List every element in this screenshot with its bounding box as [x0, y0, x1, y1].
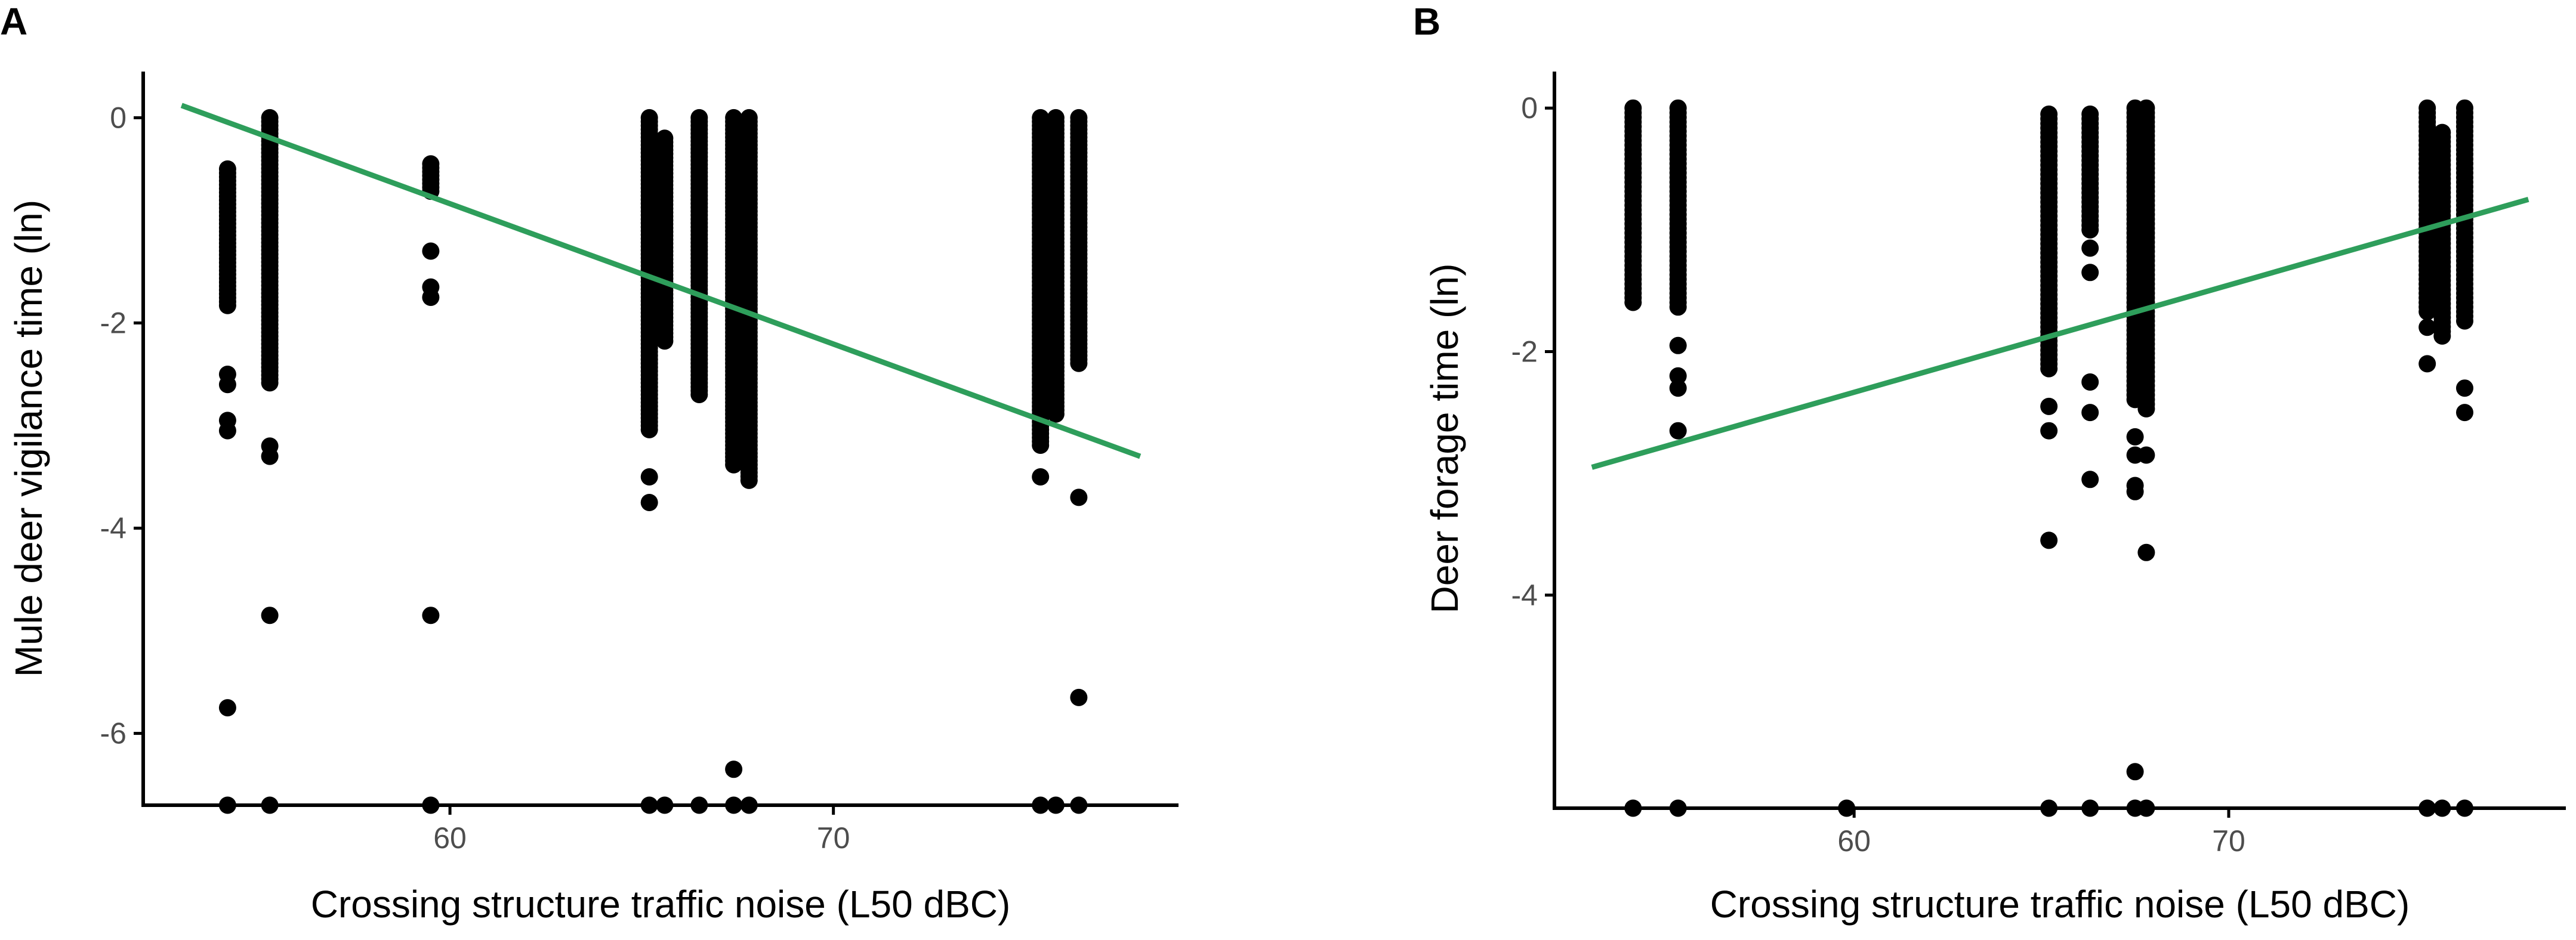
panel-b-point [2456, 379, 2473, 397]
panel-b-point [2418, 355, 2436, 373]
panel-b-point [2081, 239, 2099, 257]
panel-a: A 60 70 0 -2 -4 -6 Crossing structure traffic… [0, 0, 1179, 926]
panel-b-point [1624, 293, 1642, 311]
panel-a-ticks: 60 70 0 -2 -4 -6 [100, 101, 850, 855]
panel-a-point [422, 242, 440, 260]
panel-b-point [2126, 428, 2144, 446]
panel-b-x-axis-title: Crossing structure traffic noise (L50 dB… [1710, 883, 2410, 926]
panel-b-point [2418, 319, 2436, 336]
panel-b-point [2040, 397, 2058, 415]
panel-a-point [725, 760, 743, 778]
panel-b-point [2081, 404, 2099, 422]
panel-b-y-tick-label: -2 [1511, 335, 1538, 369]
panel-a-point [640, 494, 658, 511]
panel-b-point [2137, 400, 2155, 418]
panel-a-x-tick-label: 70 [817, 821, 850, 855]
panel-b: B 60 70 0 -2 -4 Crossing structure traffic n… [1413, 0, 2566, 926]
panel-b-x-tick-label: 70 [2212, 824, 2245, 858]
panel-a-point [640, 468, 658, 486]
panel-a-point [422, 289, 440, 306]
panel-a-y-tick-label: -2 [100, 306, 127, 339]
panel-a-point [218, 699, 236, 717]
panel-a-point [218, 422, 236, 440]
panel-a-point [740, 471, 758, 489]
panel-a-point [725, 456, 743, 474]
panel-a-point [656, 332, 674, 350]
panel-b-point [1669, 336, 1687, 354]
panel-a-y-tick-label: 0 [110, 101, 127, 134]
panel-a-point [690, 386, 708, 403]
panel-a-x-axis-title: Crossing structure traffic noise (L50 dB… [311, 883, 1011, 926]
panel-b-point [2433, 327, 2451, 345]
panel-a-y-axis-title: Mule deer vigilance time (ln) [7, 200, 50, 677]
panel-b-point [2081, 373, 2099, 391]
panel-b-point [2126, 763, 2144, 781]
panel-b-points [1624, 99, 2473, 817]
panel-a-point [261, 447, 279, 465]
panel-a-fit-line [180, 103, 1142, 459]
panel-b-point [1669, 379, 1687, 397]
panel-b-y-tick-label: 0 [1521, 91, 1538, 125]
panel-b-point [2081, 221, 2099, 239]
panel-a-y-tick-label: -4 [100, 512, 127, 545]
panel-a-x-tick-label: 60 [433, 821, 467, 855]
panel-b-point [2137, 446, 2155, 464]
panel-a-point [1047, 405, 1065, 423]
panel-b-label: B [1413, 0, 1440, 43]
panel-a-point [261, 607, 279, 624]
panel-a-point [1032, 437, 1050, 454]
panel-a-label: A [0, 0, 27, 43]
panel-a-point [218, 296, 236, 314]
panel-b-point [2081, 264, 2099, 282]
panel-b-y-tick-label: -4 [1511, 579, 1538, 612]
panel-a-point [1070, 688, 1088, 706]
panel-b-x-tick-label: 60 [1837, 824, 1871, 858]
panel-a-points [218, 109, 1088, 814]
panel-b-point [1669, 367, 1687, 385]
panel-a-point [218, 376, 236, 394]
panel-a-y-tick-label: -6 [100, 717, 127, 750]
panel-b-point [1669, 298, 1687, 316]
panel-a-point [422, 607, 440, 624]
panel-b-point [2137, 543, 2155, 561]
panel-b-ticks: 60 70 0 -2 -4 [1511, 91, 2245, 858]
panel-b-point [2040, 422, 2058, 440]
panel-a-point [1070, 354, 1088, 372]
panel-a-point [640, 420, 658, 438]
panel-b-point [2081, 471, 2099, 488]
panel-b-point [1669, 422, 1687, 440]
panel-b-point [2456, 312, 2473, 330]
panel-a-point [1032, 468, 1050, 486]
panel-b-point [2040, 531, 2058, 549]
panel-a-point [261, 374, 279, 392]
panel-b-point [2126, 483, 2144, 500]
panel-b-y-axis-title: Deer forage time (ln) [1423, 264, 1466, 614]
panel-b-point [2040, 360, 2058, 378]
panel-b-point [2456, 404, 2473, 422]
panel-b-point [2418, 303, 2436, 320]
panel-b-fit-line [1591, 197, 2529, 470]
panel-a-point [1070, 488, 1088, 506]
